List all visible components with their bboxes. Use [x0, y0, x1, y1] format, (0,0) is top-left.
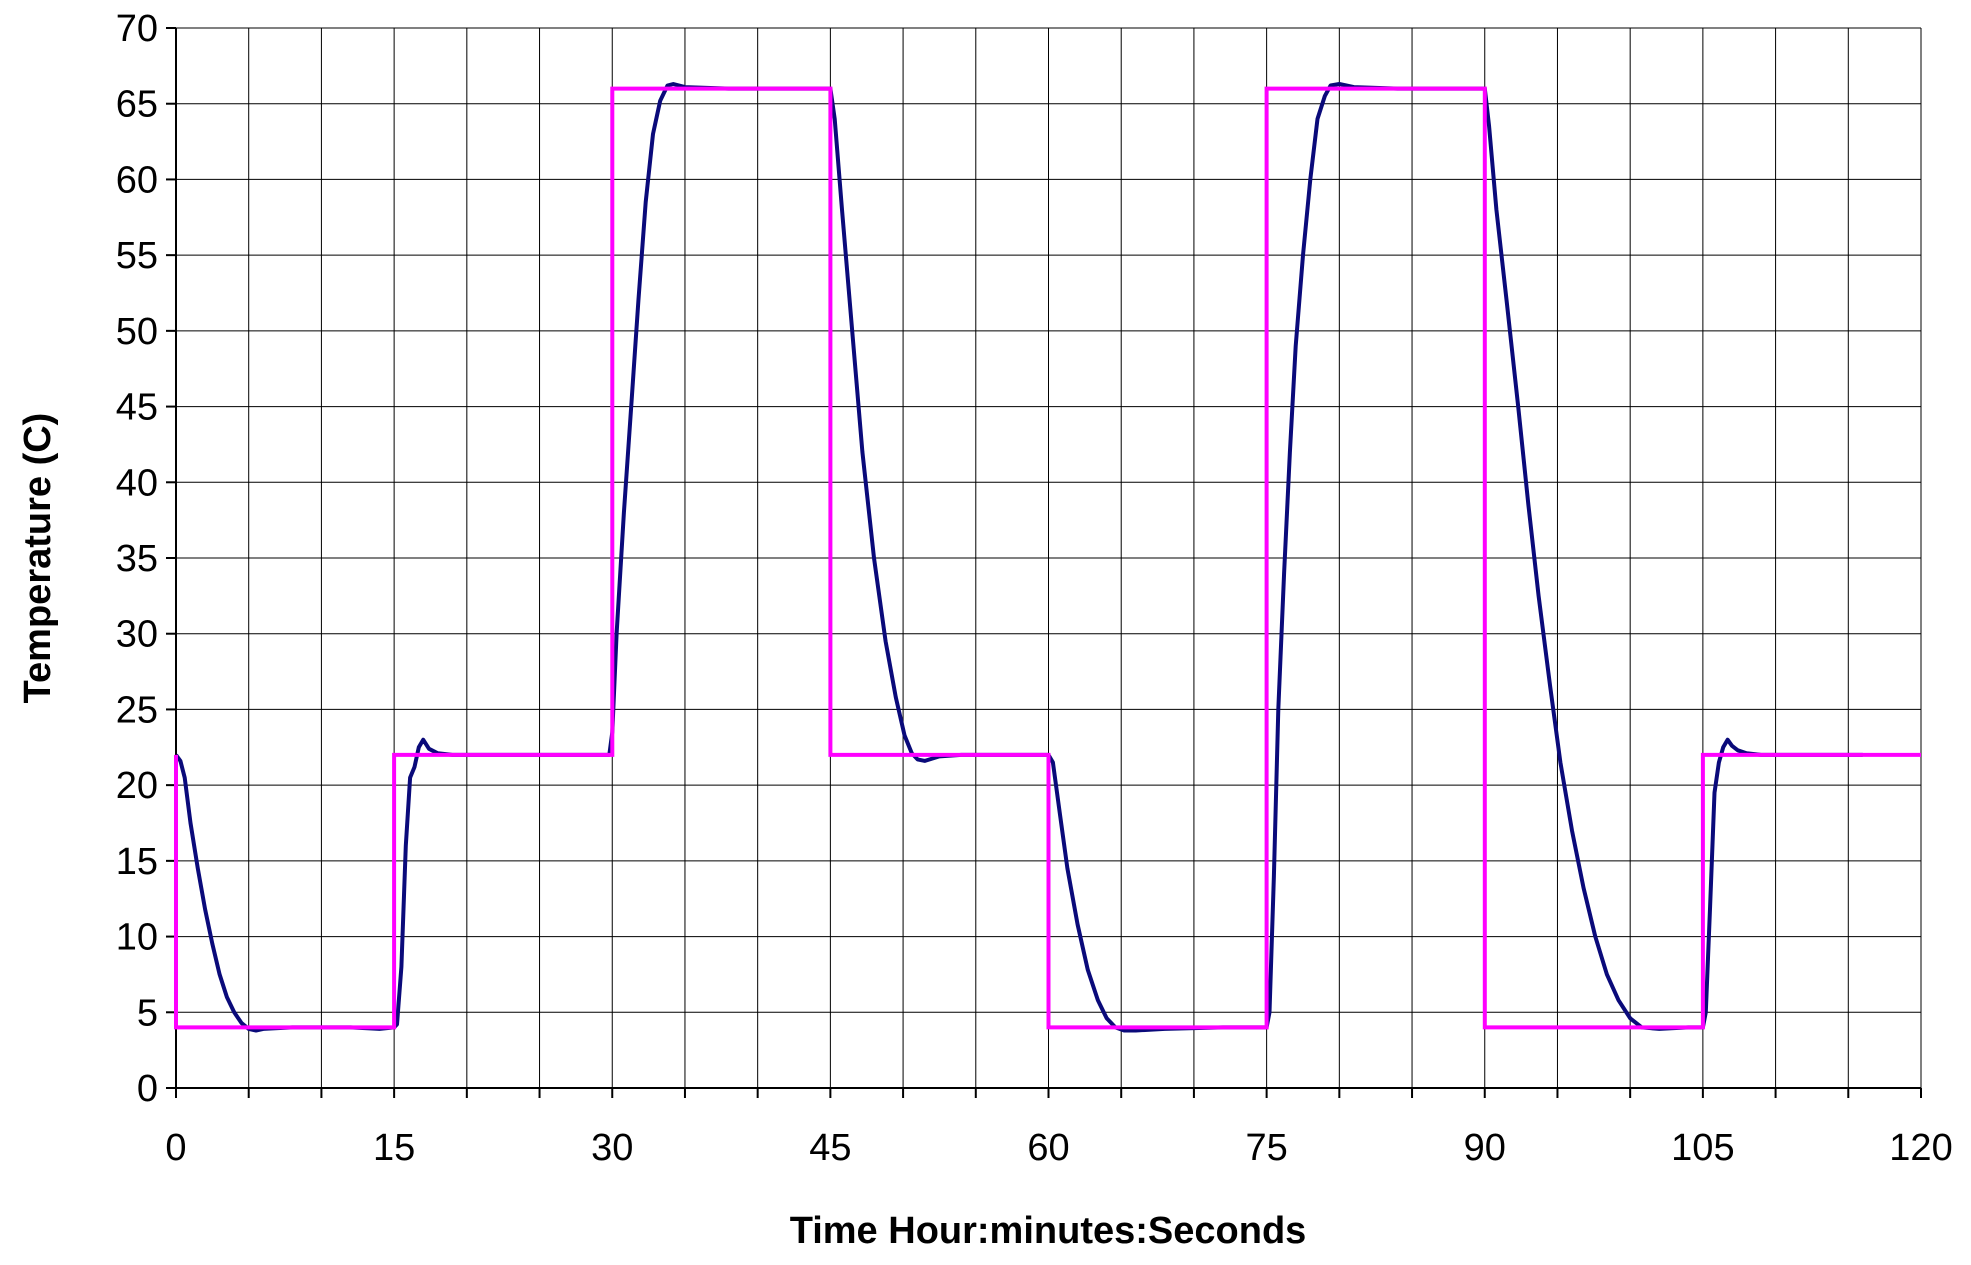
x-tick-label: 0: [165, 1127, 186, 1169]
series: [174, 82, 1921, 1033]
y-tick-label: 65: [116, 84, 158, 126]
y-tick-label: 50: [116, 311, 158, 353]
x-tick-label: 75: [1245, 1127, 1287, 1169]
y-tick-label: 55: [116, 235, 158, 277]
y-tick-label: 60: [116, 159, 158, 201]
y-tick-label: 30: [116, 614, 158, 656]
x-tick-label: 90: [1464, 1127, 1506, 1169]
x-axis-title: Time Hour:minutes:Seconds: [790, 1210, 1307, 1252]
y-tick-label: 10: [116, 917, 158, 959]
y-tick-label: 15: [116, 841, 158, 883]
x-tick-label: 30: [591, 1127, 633, 1169]
y-tick-label: 40: [116, 462, 158, 504]
y-tick-label: 35: [116, 538, 158, 580]
x-tick-label: 15: [373, 1127, 415, 1169]
y-tick-label: 70: [116, 8, 158, 50]
y-tick-label: 0: [137, 1068, 158, 1110]
y-tick-label: 20: [116, 765, 158, 807]
y-tick-label: 25: [116, 689, 158, 731]
setpoint-series-line: [174, 86, 1921, 1030]
x-tick-label: 45: [809, 1127, 851, 1169]
y-tick-label: 5: [137, 992, 158, 1034]
y-axis-title: Temperature (C): [17, 413, 59, 704]
x-tick-label: 120: [1889, 1127, 1952, 1169]
tick-labels: 0 5 10 15 20 25 30 35 40 45 50 55 60 65 70 0 15 30 45 60 75 9…: [116, 8, 1953, 1169]
x-tick-label: 105: [1671, 1127, 1734, 1169]
y-tick-label: 45: [116, 387, 158, 429]
x-tick-label: 60: [1027, 1127, 1069, 1169]
